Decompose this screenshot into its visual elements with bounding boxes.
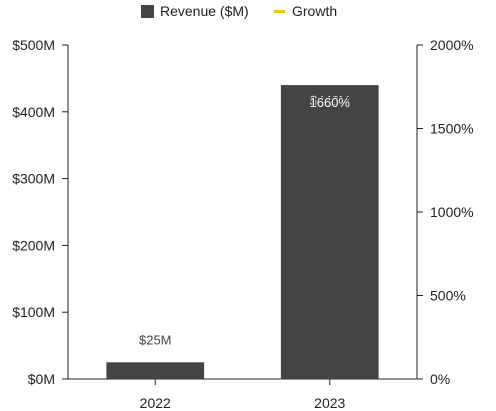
axes: $0M $100M $200M $300M $400M $500M 0% 500% 1000% 1… xyxy=(12,37,473,411)
y-left-tick-label: $200M xyxy=(12,237,55,253)
bar-value-label: $440M xyxy=(310,93,350,108)
y-left-tick-label: $400M xyxy=(12,104,55,120)
legend-swatch-revenue xyxy=(141,5,154,18)
y-right-tick-label: 2000% xyxy=(430,37,474,53)
y-right-tick-label: 1000% xyxy=(430,204,474,220)
growth-value-label: 1660% xyxy=(310,95,351,110)
y-right-tick-label: 1500% xyxy=(430,121,474,137)
x-tick-label: 2023 xyxy=(314,395,345,411)
y-right-tick-label: 0% xyxy=(430,371,450,387)
legend-label-revenue: Revenue ($M) xyxy=(160,3,249,19)
bar-value-label: $25M xyxy=(139,332,172,347)
y-left-tick-label: $100M xyxy=(12,304,55,320)
y-left-tick-label: $300M xyxy=(12,171,55,187)
bar-revenue xyxy=(280,85,379,379)
bars xyxy=(106,85,379,379)
x-tick-label: 2022 xyxy=(140,395,171,411)
y-left-tick-label: $500M xyxy=(12,37,55,53)
y-right-tick-label: 500% xyxy=(430,288,466,304)
legend-label-growth: Growth xyxy=(292,3,337,19)
legend-swatch-growth xyxy=(274,10,285,13)
bar-revenue xyxy=(106,362,205,379)
y-left-tick-label: $0M xyxy=(28,371,55,387)
legend: Revenue ($M) Growth xyxy=(141,3,337,19)
